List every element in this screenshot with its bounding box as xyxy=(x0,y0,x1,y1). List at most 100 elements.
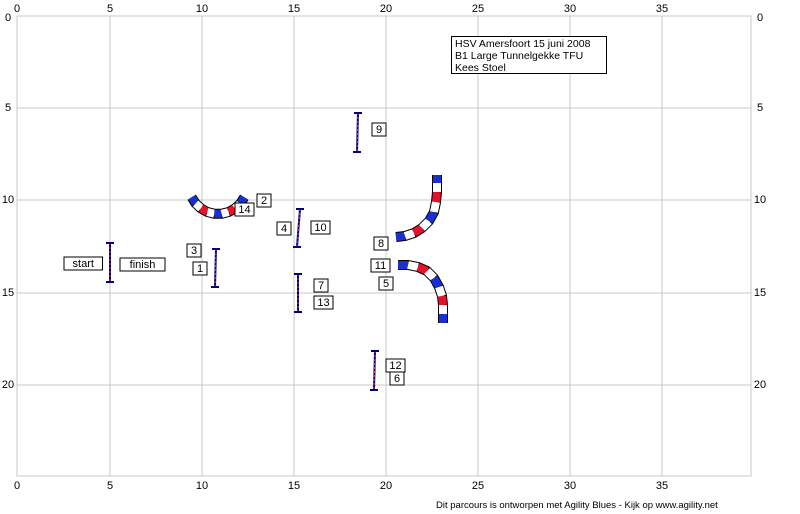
y-tick-label-left: 0 xyxy=(5,12,11,24)
tunnel-segment xyxy=(237,195,248,206)
x-tick-label-top: 15 xyxy=(288,3,300,15)
x-tick-label-bottom: 0 xyxy=(14,480,20,492)
tunnel-segment xyxy=(188,195,199,206)
label-text: 10 xyxy=(314,222,326,234)
tunnel-segment xyxy=(425,210,438,223)
obstacle-label-9: 9 xyxy=(371,122,387,137)
tunnel-segment xyxy=(198,204,210,216)
label-box xyxy=(256,193,272,208)
obstacle-label-7: 7 xyxy=(313,278,329,293)
obstacle-label-11: 11 xyxy=(370,258,391,273)
course-info-box: HSV Amersfoort 15 juni 2008 B1 Large Tun… xyxy=(451,36,607,74)
label-box xyxy=(371,122,387,137)
tunnel-segment xyxy=(435,285,446,298)
label-text: 3 xyxy=(191,245,197,257)
label-text: 14 xyxy=(238,204,250,216)
obstacle-label-8: 8 xyxy=(373,236,389,251)
tunnel-segment xyxy=(416,263,429,275)
obstacle-label-6: 6 xyxy=(389,371,405,386)
tunnel-segment xyxy=(206,208,216,218)
label-box xyxy=(370,258,391,273)
start-finish-jump xyxy=(106,242,114,283)
label-text: 12 xyxy=(389,360,401,372)
label-box xyxy=(234,202,255,217)
label-text: 13 xyxy=(317,297,329,309)
obstacle-label-2: 2 xyxy=(256,193,272,208)
tunnel-segment xyxy=(432,191,441,203)
x-tick-label-top: 5 xyxy=(107,3,113,15)
label-text: start xyxy=(73,258,94,270)
course-class-line: B1 Large Tunnelgekke TFU xyxy=(455,50,584,62)
y-tick-label-right: 5 xyxy=(757,102,763,114)
y-tick-label-right: 20 xyxy=(754,379,766,391)
label-text: 8 xyxy=(378,238,384,250)
label-box xyxy=(385,358,406,373)
x-tick-label-bottom: 20 xyxy=(380,480,392,492)
jump-bar xyxy=(373,350,376,391)
tunnel-segment xyxy=(411,224,425,237)
label-box xyxy=(63,256,103,271)
label-box xyxy=(119,257,166,272)
x-tick-label-top: 25 xyxy=(472,3,484,15)
obstacle-label-1: 1 xyxy=(192,261,208,276)
label-text: 4 xyxy=(281,223,287,235)
jump-9 xyxy=(353,112,362,153)
jumps xyxy=(106,112,379,391)
tunnel-11-5 xyxy=(398,260,448,323)
tunnel-segment xyxy=(226,204,238,216)
x-tick-label-bottom: 10 xyxy=(196,480,208,492)
tunnel-segment xyxy=(419,218,432,231)
course-judge-line: Kees Stoel xyxy=(455,62,506,74)
tunnel-segment xyxy=(430,276,443,289)
obstacle-label-4: 4 xyxy=(276,221,292,236)
tunnel-segment xyxy=(430,201,440,213)
y-tick-label-left: 20 xyxy=(2,379,14,391)
label-box xyxy=(373,236,389,251)
finish-label: finish xyxy=(119,257,166,272)
obstacle-label-5: 5 xyxy=(378,276,394,291)
obstacle-label-3: 3 xyxy=(186,243,202,258)
label-box xyxy=(276,221,292,236)
tunnel-segment xyxy=(395,232,406,241)
y-tick-label-right: 0 xyxy=(757,12,763,24)
y-tick-label-left: 10 xyxy=(2,194,14,206)
obstacle-label-13: 13 xyxy=(313,295,334,310)
jump-4-10 xyxy=(293,208,304,248)
x-tick-label-top: 0 xyxy=(14,3,20,15)
jump-1-3 xyxy=(211,248,220,288)
label-text: 7 xyxy=(318,280,324,292)
y-tick-label-left: 5 xyxy=(5,102,11,114)
x-tick-label-top: 20 xyxy=(380,3,392,15)
x-tick-label-top: 35 xyxy=(656,3,668,15)
x-tick-label-bottom: 15 xyxy=(288,480,300,492)
x-tick-label-bottom: 25 xyxy=(472,480,484,492)
jump-7-13 xyxy=(294,273,302,313)
label-box xyxy=(186,243,202,258)
label-box xyxy=(313,295,334,310)
tunnel-segment xyxy=(424,268,437,281)
jump-bar xyxy=(356,112,359,153)
jump-6-12 xyxy=(370,350,379,391)
label-text: 11 xyxy=(375,260,386,272)
tunnel-outline xyxy=(398,260,448,323)
label-text: 9 xyxy=(376,124,382,136)
x-tick-label-bottom: 30 xyxy=(564,480,576,492)
x-tick-label-top: 10 xyxy=(196,3,208,15)
jump-pole xyxy=(296,208,301,248)
x-tick-label-bottom: 35 xyxy=(656,480,668,492)
obstacle-label-12: 12 xyxy=(385,358,406,373)
jump-pole xyxy=(214,248,217,288)
tunnel-segment xyxy=(407,261,419,271)
obstacle-label-10: 10 xyxy=(310,220,331,235)
label-box xyxy=(192,261,208,276)
x-tick-label-top: 30 xyxy=(564,3,576,15)
label-box xyxy=(313,278,329,293)
label-box xyxy=(310,220,331,235)
y-tick-label-right: 15 xyxy=(754,287,766,299)
tunnel-segment xyxy=(220,208,230,218)
x-tick-label-bottom: 5 xyxy=(107,480,113,492)
label-text: finish xyxy=(130,259,156,271)
